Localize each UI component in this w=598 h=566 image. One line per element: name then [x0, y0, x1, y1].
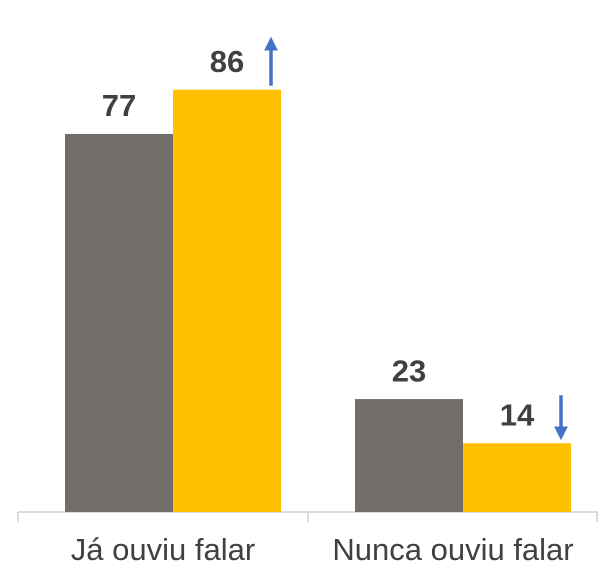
value-label: 14 — [500, 397, 535, 432]
bar — [355, 399, 463, 512]
value-label: 23 — [392, 353, 426, 388]
bar — [65, 133, 173, 512]
x-tick-label: Nunca ouviu falar — [332, 532, 573, 566]
value-label: 77 — [102, 88, 136, 123]
bar — [463, 443, 571, 512]
bar — [173, 89, 281, 513]
value-label: 86 — [210, 44, 244, 79]
x-tick-label: Já ouviu falar — [71, 532, 255, 566]
